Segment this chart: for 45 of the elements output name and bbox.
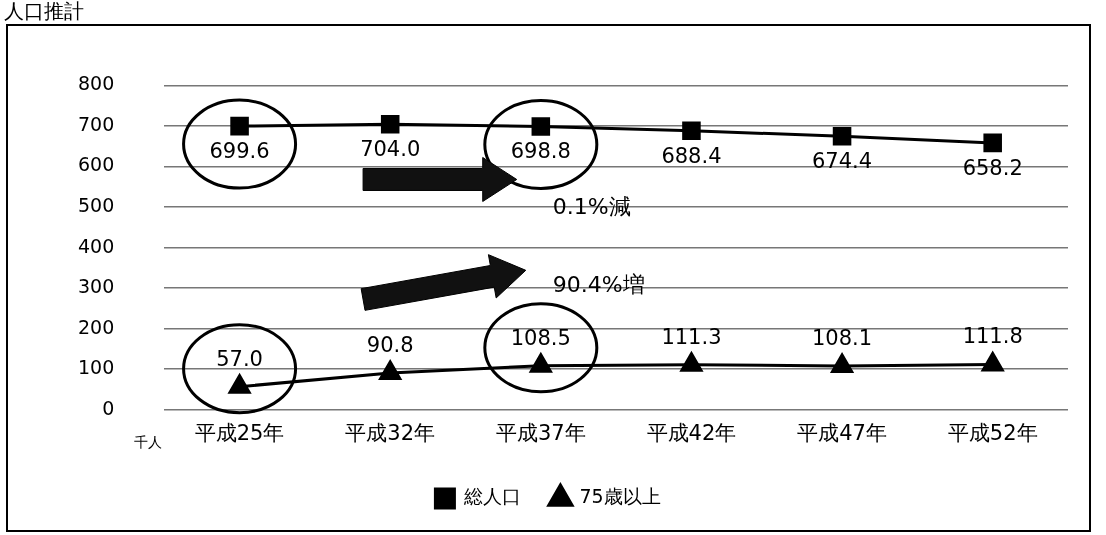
legend-label: 75歳以上 bbox=[579, 485, 661, 508]
data-label: 108.5 bbox=[510, 325, 571, 350]
x-tick-label: 平成25年 bbox=[194, 420, 285, 445]
x-tick-label: 平成47年 bbox=[797, 420, 887, 445]
y-tick-label: 800 bbox=[78, 72, 115, 95]
data-label: 704.0 bbox=[360, 137, 421, 162]
point bbox=[379, 360, 402, 380]
annotation: 0.1%減 bbox=[552, 194, 631, 220]
data-label: 698.8 bbox=[510, 139, 571, 164]
y-tick-label: 600 bbox=[78, 153, 115, 176]
x-tick-label: 平成42年 bbox=[646, 420, 737, 445]
x-tick-label: 平成32年 bbox=[345, 420, 436, 445]
point bbox=[380, 115, 400, 134]
y-tick-label: 400 bbox=[78, 234, 115, 257]
point bbox=[832, 127, 852, 146]
point bbox=[831, 353, 854, 373]
point bbox=[228, 374, 251, 394]
data-label: 658.2 bbox=[962, 155, 1023, 180]
data-label: 111.8 bbox=[962, 324, 1023, 349]
data-label: 674.4 bbox=[812, 149, 873, 174]
data-label: 111.3 bbox=[661, 324, 722, 349]
y-tick-label: 100 bbox=[78, 356, 115, 379]
point bbox=[230, 116, 249, 136]
y-tick-label: 300 bbox=[78, 275, 115, 298]
data-label: 57.0 bbox=[216, 346, 263, 371]
point bbox=[680, 352, 703, 372]
point bbox=[682, 121, 701, 140]
point bbox=[529, 353, 552, 373]
x-tick-label: 平成52年 bbox=[947, 420, 1038, 445]
data-label: 90.8 bbox=[366, 332, 414, 357]
data-label: 699.6 bbox=[209, 139, 270, 164]
data-label: 108.1 bbox=[812, 325, 873, 350]
data-label: 688.4 bbox=[661, 143, 722, 168]
legend-label: 総人口 bbox=[462, 485, 521, 508]
annotation: 90.4%増 bbox=[552, 272, 645, 298]
x-tick-label: 平成37年 bbox=[495, 420, 586, 445]
y-tick-label: 500 bbox=[78, 193, 115, 216]
point bbox=[981, 351, 1004, 372]
y-tick-label: 200 bbox=[78, 315, 115, 338]
y-axis-title: 千人 bbox=[133, 433, 162, 450]
point bbox=[983, 133, 1002, 153]
y-tick-label: 700 bbox=[78, 112, 115, 135]
y-tick-label: 0 bbox=[102, 396, 115, 419]
point bbox=[531, 117, 551, 136]
chart-title: 人口推計 bbox=[4, 0, 84, 23]
